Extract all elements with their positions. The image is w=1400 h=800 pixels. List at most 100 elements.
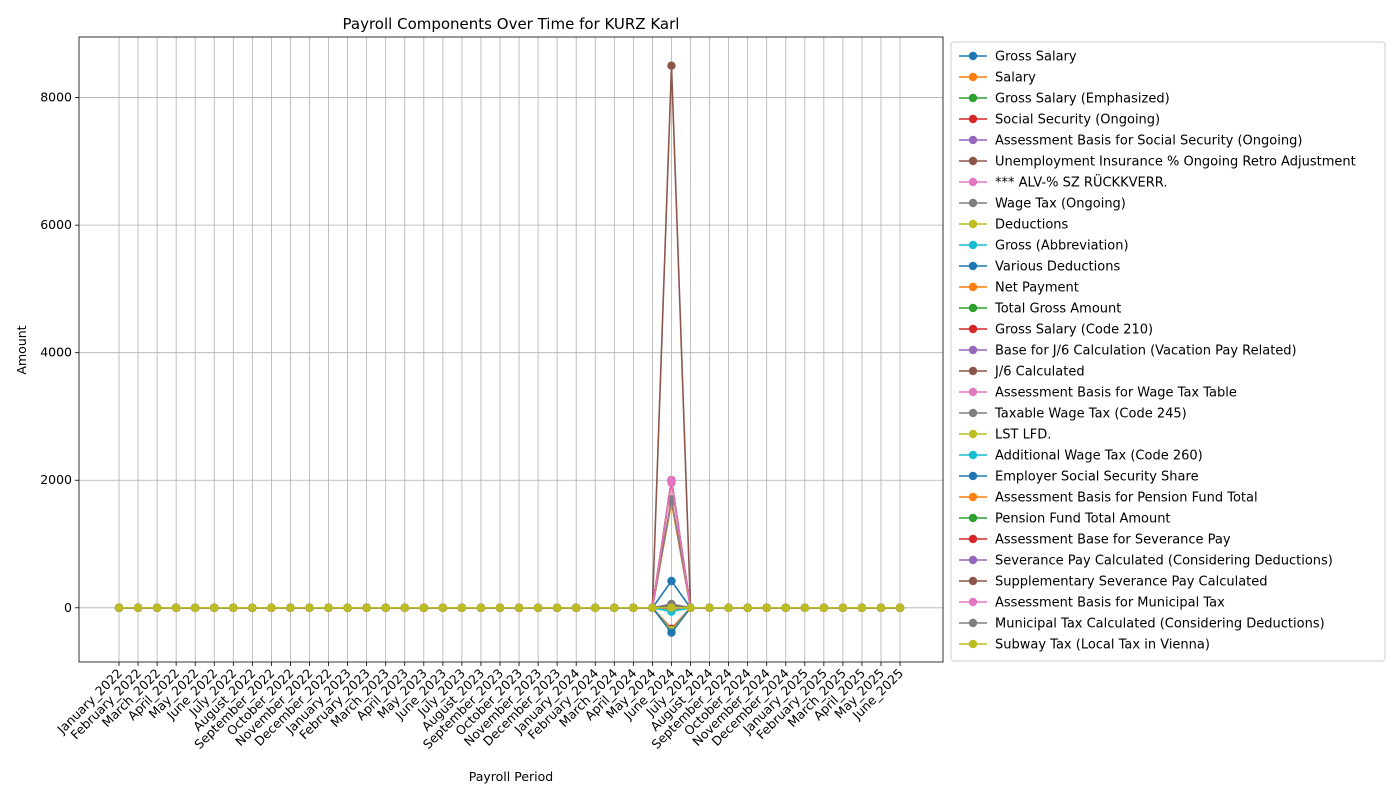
legend-label: *** ALV-% SZ RÜCKKVERR. [995,174,1167,191]
legend-label: J/6 Calculated [994,365,1085,380]
legend-marker [968,177,978,187]
legend-label: Supplementary Severance Pay Calculated [995,575,1268,590]
legend-marker [968,576,978,586]
legend-marker [968,219,978,229]
series-point [343,603,352,612]
series-point [800,603,809,612]
y-tick-label: 2000 [40,472,72,487]
legend-label: Total Gross Amount [994,302,1121,317]
legend-marker [968,492,978,502]
legend-marker [968,135,978,145]
legend-label: Social Security (Ongoing) [995,113,1160,128]
series-point [876,603,886,612]
legend-label: Unemployment Insurance % Ongoing Retro A… [995,155,1356,170]
series-point [191,603,200,612]
x-axis: January_2022February_2022March_2022April… [53,662,906,752]
y-axis: 0 2000 4000 6000 8000 [40,90,79,615]
legend-label: Municipal Tax Calculated (Considering De… [995,617,1325,632]
series-point [857,603,867,612]
series-point [324,603,333,612]
legend-label: Base for J/6 Calculation (Vacation Pay R… [995,344,1297,359]
series-point [267,603,276,612]
series-point [838,603,848,612]
legend-label: Deductions [995,218,1069,233]
series-point [667,476,676,485]
legend-label: Gross Salary (Code 210) [995,323,1153,338]
legend-label: Employer Social Security Share [995,470,1199,485]
legend-label: Assessment Base for Severance Pay [995,533,1231,548]
legend-label: Severance Pay Calculated (Considering De… [995,554,1333,569]
legend-marker [968,198,978,208]
legend-marker [968,366,978,376]
series-point [895,603,905,612]
y-tick-label: 6000 [40,217,72,232]
series-point [171,603,181,612]
chart-title: Payroll Components Over Time for KURZ Ka… [343,15,680,33]
grid-lines [79,37,943,662]
legend-label: Assessment Basis for Social Security (On… [995,134,1302,149]
series-point [743,603,752,612]
legend-label: Subway Tax (Local Tax in Vienna) [995,638,1210,653]
series-point [514,603,524,612]
series-point [629,603,638,612]
legend-label: Assessment Basis for Pension Fund Total [995,491,1258,506]
series-point [781,603,790,612]
legend-label: Net Payment [995,281,1079,296]
series-point [762,603,771,612]
legend-label: Assessment Basis for Municipal Tax [995,596,1225,611]
legend-marker [968,408,978,418]
series-point [724,603,733,612]
series-point [476,603,486,612]
legend-marker [968,345,978,355]
legend-marker [968,534,978,544]
series-point [114,603,124,612]
legend-marker [968,282,978,292]
y-axis-label: Amount [14,325,29,374]
series-point [133,603,143,612]
series-point [648,603,657,612]
legend-marker [968,324,978,334]
legend-marker [968,450,978,460]
series-point [457,603,467,612]
series-group [114,603,905,612]
legend-marker [968,51,978,61]
plot-area-frame [78,36,944,663]
legend-marker [968,93,978,103]
series-point [819,603,829,612]
series-point [610,603,619,612]
series-point [286,603,295,612]
legend-marker [968,261,978,271]
series-point [667,603,676,612]
series-point [229,603,238,612]
series-point [705,603,714,612]
x-axis-label: Payroll Period [469,769,553,784]
legend-marker [968,597,978,607]
series-point [552,603,562,612]
legend-label: LST LFD. [995,428,1051,443]
series-point [533,603,543,612]
legend-marker [968,303,978,313]
y-tick-label: 0 [64,600,72,615]
series-point [362,603,371,612]
series-point [305,603,314,612]
legend-label: Gross Salary [995,50,1077,65]
series-point [667,628,676,637]
legend-marker [968,429,978,439]
legend-marker [968,513,978,523]
legend-marker [968,72,978,82]
legend-label: Assessment Basis for Wage Tax Table [995,386,1237,401]
data-series [114,61,905,637]
legend-box [950,41,1386,662]
legend: Gross Salary Salary Gross Salary (Emphasiz… [950,41,1386,662]
y-tick-label: 8000 [40,90,72,105]
legend-label: Salary [995,71,1036,86]
series-point [686,603,695,612]
series-point [667,61,676,70]
series-point [210,603,219,612]
legend-marker [968,618,978,628]
legend-marker [968,555,978,565]
legend-label: Additional Wage Tax (Code 260) [995,449,1203,464]
series-point [667,576,676,586]
series-point [400,603,409,612]
